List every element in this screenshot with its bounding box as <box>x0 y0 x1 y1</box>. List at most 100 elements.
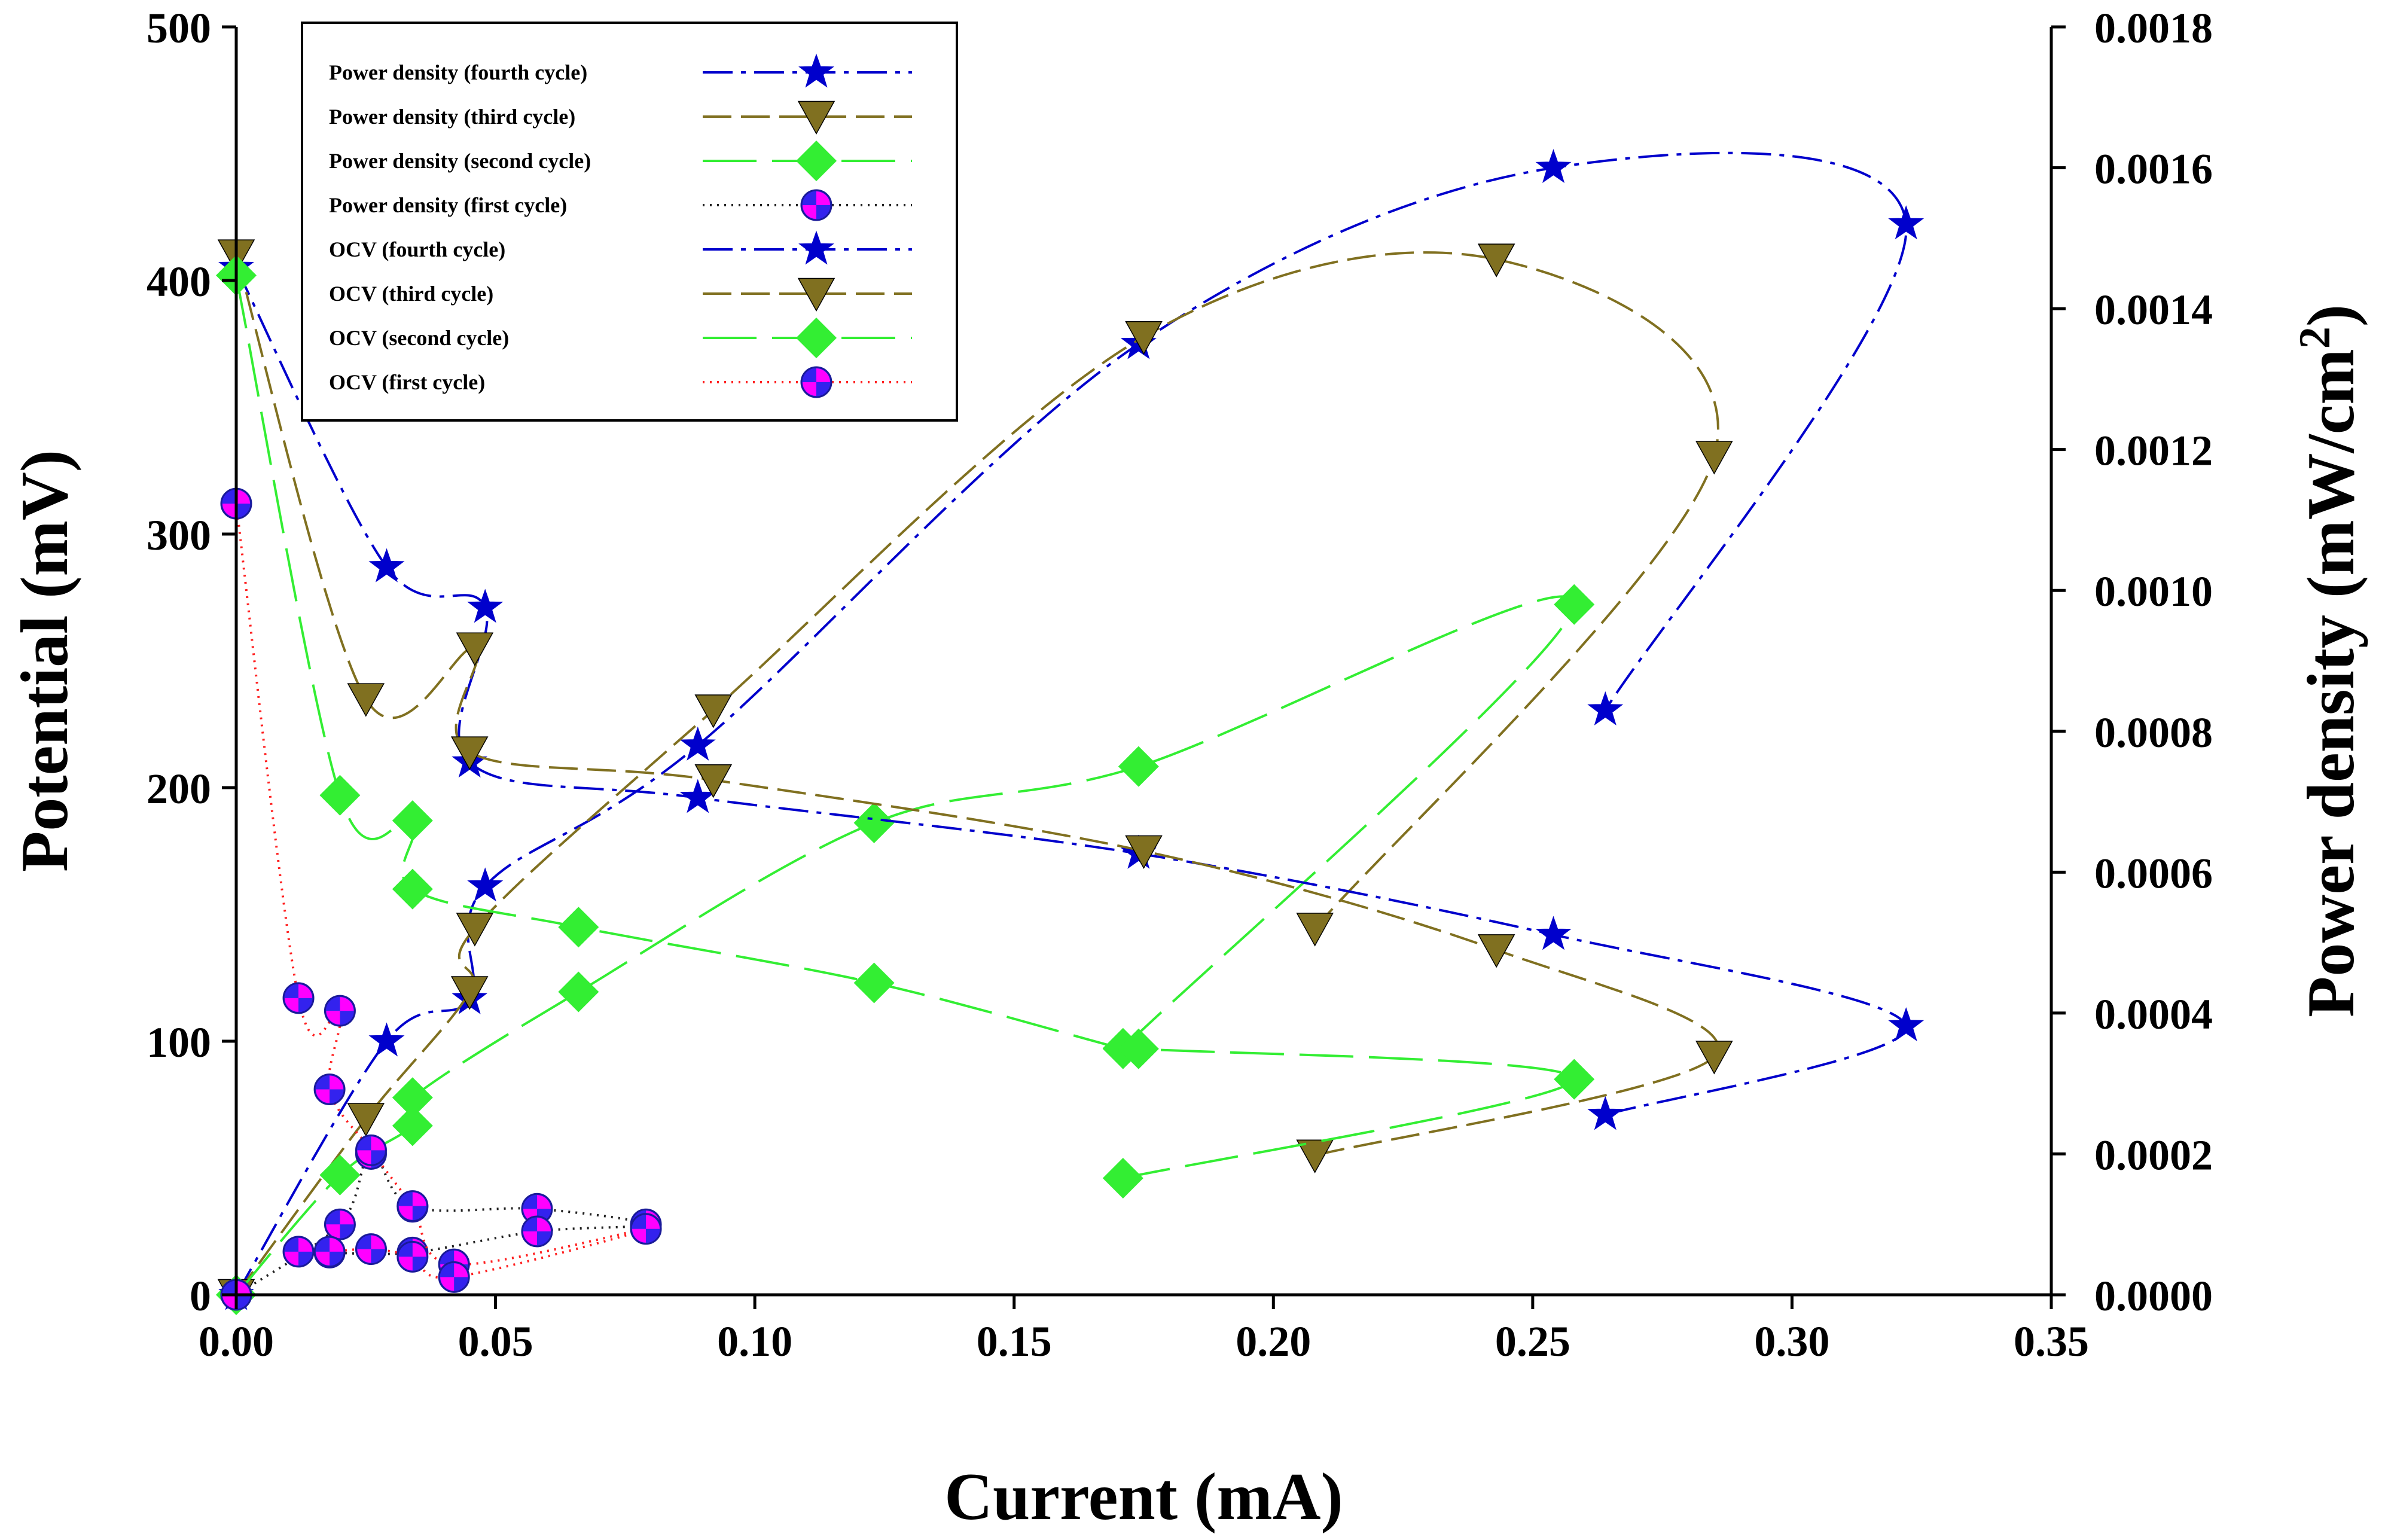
marker-quadrant <box>816 191 830 205</box>
data-point <box>319 1154 361 1196</box>
series-layer <box>216 149 1925 1315</box>
marker-quadrant <box>523 1231 537 1245</box>
x-axis-title: Current (mA) <box>944 1460 1343 1534</box>
data-point <box>1477 243 1515 277</box>
y2-axis-title: Power density (mW/cm2) <box>2291 304 2368 1017</box>
marker-quadrant <box>454 1251 468 1265</box>
x-tick-label: 0.25 <box>1495 1318 1570 1365</box>
legend-label: OCV (second cycle) <box>329 326 509 350</box>
legend-marker <box>798 230 834 265</box>
x-tick-label: 0.35 <box>2014 1318 2089 1365</box>
legend-marker <box>797 100 835 135</box>
legend-label: OCV (third cycle) <box>329 282 493 306</box>
marker-quadrant <box>222 1295 236 1309</box>
data-point <box>467 588 504 623</box>
data-point <box>313 1236 346 1268</box>
marker-quadrant <box>816 368 830 382</box>
data-point <box>392 1077 433 1118</box>
data-point <box>450 736 489 770</box>
marker-quadrant <box>371 1235 385 1249</box>
data-point <box>1535 916 1572 950</box>
marker-quadrant <box>326 1011 340 1025</box>
data-point <box>324 995 356 1027</box>
x-tick-label: 0.00 <box>199 1318 274 1365</box>
data-point <box>1535 149 1572 184</box>
legend-box <box>301 22 958 422</box>
series-line <box>235 151 1908 1296</box>
data-point <box>853 802 895 843</box>
data-point <box>355 1134 387 1166</box>
series-line <box>235 503 648 1279</box>
marker-quadrant <box>340 1210 354 1225</box>
data-point <box>521 1215 553 1248</box>
marker-quadrant <box>298 1237 313 1252</box>
data-point <box>853 962 895 1004</box>
y-tick-label: 200 <box>147 765 211 813</box>
data-point <box>438 1261 470 1293</box>
legend-label: Power density (fourth cycle) <box>329 60 587 84</box>
marker-quadrant <box>632 1228 646 1243</box>
series-line <box>235 275 1576 1179</box>
data-point <box>313 1074 346 1106</box>
legend-marker <box>797 277 835 312</box>
y2-tick-label: 0.0018 <box>2094 4 2213 52</box>
data-point <box>456 632 494 666</box>
marker-quadrant <box>357 1150 371 1164</box>
y2-tick-label: 0.0006 <box>2094 849 2213 897</box>
x-tick-label: 0.15 <box>977 1318 1052 1365</box>
data-point <box>368 548 405 583</box>
x-tick-label: 0.10 <box>717 1318 792 1365</box>
data-point <box>397 1240 429 1273</box>
marker-quadrant <box>454 1263 468 1277</box>
data-point <box>1296 913 1334 947</box>
data-point <box>347 1103 385 1137</box>
legend-marker <box>796 141 837 181</box>
axes: 0.00 0.05 0.10 0.15 0.20 0.25 0.30 0.35 0 100 200 3… <box>8 4 2368 1534</box>
marker-quadrant <box>285 1251 299 1265</box>
marker-quadrant <box>316 1251 330 1265</box>
y-tick-label: 300 <box>147 511 211 559</box>
y2-tick-label: 0.0016 <box>2094 145 2213 193</box>
marker-quadrant <box>330 1075 344 1090</box>
data-point <box>1554 584 1595 625</box>
y2-tick-label: 0.0008 <box>2094 709 2213 757</box>
data-point <box>1695 1041 1733 1075</box>
y-axis-title: Potential (mV) <box>8 450 82 872</box>
marker-quadrant <box>803 205 816 219</box>
y2-tick-label: 0.0010 <box>2094 568 2213 615</box>
legend-label: Power density (first cycle) <box>329 193 567 217</box>
marker-quadrant <box>440 1277 455 1291</box>
data-point <box>694 764 733 798</box>
marker-quadrant <box>236 1281 250 1295</box>
data-point <box>1125 321 1163 355</box>
marker-quadrant <box>326 1224 340 1239</box>
marker-quadrant <box>285 998 299 1012</box>
data-point <box>558 907 599 948</box>
marker-quadrant <box>803 382 816 396</box>
y2-tick-label: 0.0002 <box>2094 1131 2213 1179</box>
data-point <box>324 1208 356 1240</box>
data-point <box>1587 1096 1624 1130</box>
marker-quadrant <box>298 984 313 998</box>
data-point <box>630 1213 662 1245</box>
y2-tick-label: 0.0014 <box>2094 286 2213 334</box>
data-point <box>679 726 716 761</box>
legend-marker <box>798 53 834 88</box>
legend-label: OCV (first cycle) <box>329 370 485 394</box>
data-point <box>319 774 361 816</box>
legend-marker <box>800 189 832 221</box>
marker-quadrant <box>412 1192 426 1206</box>
data-point <box>347 683 385 717</box>
data-point <box>1477 934 1515 968</box>
legend-marker <box>800 366 832 398</box>
y-tick-label: 400 <box>147 258 211 306</box>
legend-label: Power density (third cycle) <box>329 105 575 129</box>
marker-quadrant <box>536 1218 551 1231</box>
data-point <box>558 971 599 1013</box>
y2-tick-label: 0.0000 <box>2094 1272 2213 1320</box>
y2-tick-label: 0.0012 <box>2094 427 2213 475</box>
legend: Power density (fourth cycle) Power densit… <box>301 22 958 422</box>
marker-quadrant <box>330 1237 344 1252</box>
data-point <box>392 800 433 841</box>
data-point <box>1695 441 1733 475</box>
